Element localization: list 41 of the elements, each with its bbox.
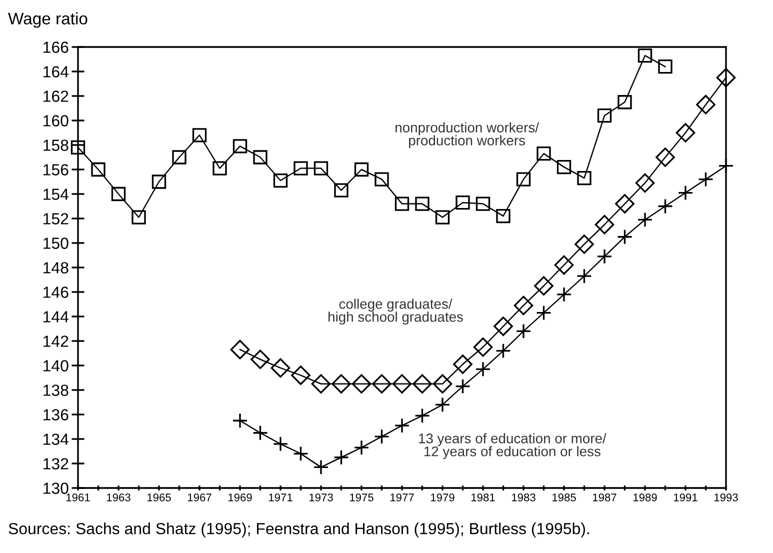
y-tick-label: 162 xyxy=(44,90,68,102)
x-tick-label: 1989 xyxy=(633,494,657,502)
y-axis-title: Wage ratio xyxy=(8,12,88,28)
x-tick-label: 1975 xyxy=(350,494,374,502)
x-tick-label: 1977 xyxy=(390,494,414,502)
y-tick-label: 134 xyxy=(44,434,69,445)
x-tick-label: 1987 xyxy=(592,494,616,502)
y-tick-label: 138 xyxy=(44,384,68,396)
x-tick-label: 1991 xyxy=(674,494,698,502)
x-tick-label: 1983 xyxy=(512,494,536,502)
source-note: Sources: Sachs and Shatz (1995); Feenstra and Hanson (1995); Burtless (1995b). xyxy=(8,522,589,538)
series-label: college graduates/ high school graduates xyxy=(328,298,463,325)
x-tick-label: 1985 xyxy=(552,494,576,502)
y-tick-label: 136 xyxy=(44,409,68,420)
y-tick-label: 148 xyxy=(44,262,68,274)
x-tick-label: 1973 xyxy=(309,494,333,502)
y-tick-label: 156 xyxy=(44,164,68,176)
y-tick-label: 144 xyxy=(44,311,69,322)
y-tick-label: 158 xyxy=(44,140,68,151)
y-tick-label: 154 xyxy=(44,188,69,200)
x-tick-label: 1969 xyxy=(228,494,252,502)
y-tick-label: 142 xyxy=(44,336,68,347)
x-tick-label: 1965 xyxy=(147,494,171,502)
series-label: 13 years of education or more/ 12 years of education or less xyxy=(419,433,606,460)
y-tick-label: 164 xyxy=(44,66,69,78)
y-tick-label: 160 xyxy=(44,115,68,126)
y-tick-label: 150 xyxy=(44,238,68,249)
x-tick-label: 1993 xyxy=(714,494,738,502)
y-tick-label: 146 xyxy=(44,286,68,298)
x-tick-label: 1979 xyxy=(430,494,454,502)
x-tick-label: 1963 xyxy=(106,494,130,502)
y-tick-label: 130 xyxy=(44,482,68,494)
x-tick-label: 1981 xyxy=(471,494,495,502)
y-tick-label: 166 xyxy=(44,42,68,53)
y-tick-label: 152 xyxy=(44,213,68,224)
x-tick-label: 1971 xyxy=(268,494,292,502)
x-tick-label: 1961 xyxy=(66,494,90,502)
y-tick-label: 140 xyxy=(44,360,68,372)
y-tick-label: 132 xyxy=(44,458,68,470)
series-label: nonproduction workers/ production workers xyxy=(396,122,539,148)
x-tick-label: 1967 xyxy=(188,494,212,502)
